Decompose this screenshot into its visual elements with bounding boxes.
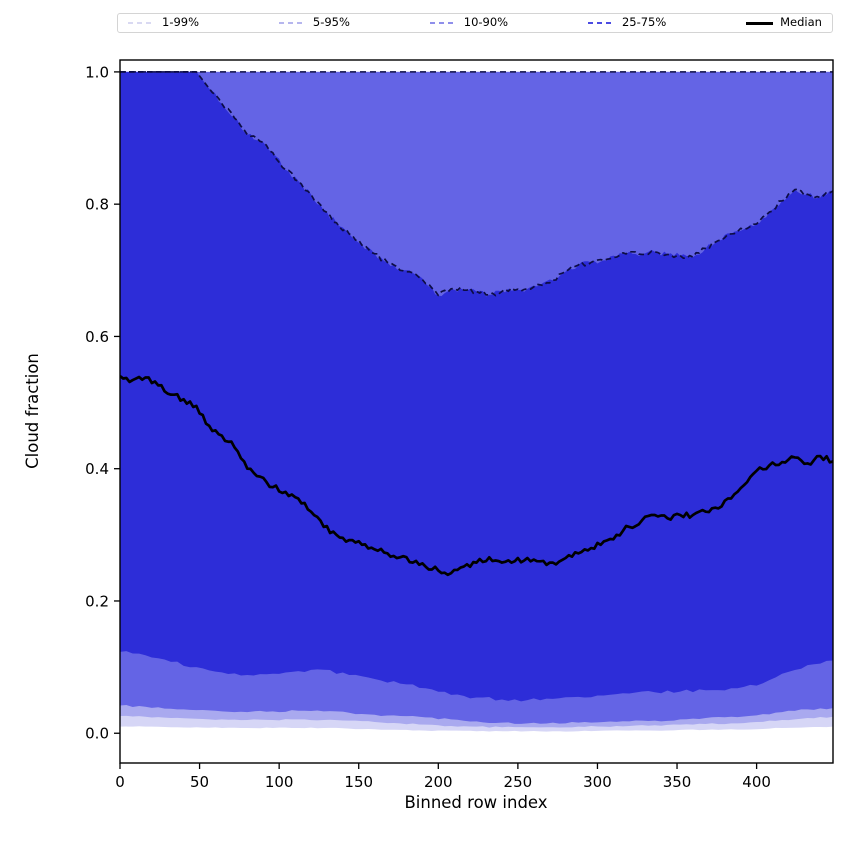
x-tick-label: 300 bbox=[583, 773, 612, 791]
legend-label-median: Median bbox=[780, 15, 822, 30]
x-tick-label: 350 bbox=[663, 773, 692, 791]
legend-label-1-99: 1-99% bbox=[162, 15, 200, 30]
x-axis-ticks: 0 50 100 150 200 250 300 350 400 bbox=[115, 763, 771, 791]
p75-upper-bound-line bbox=[120, 71, 833, 297]
legend-item-1-99: 1-99% bbox=[128, 17, 199, 29]
band-25-75 bbox=[120, 71, 833, 702]
legend-label-10-90: 10-90% bbox=[463, 15, 509, 30]
legend-label-5-95: 5-95% bbox=[312, 15, 350, 30]
axes-spines bbox=[119, 59, 834, 764]
legend-item-median: Median bbox=[746, 17, 822, 29]
percentile-bands bbox=[120, 71, 833, 732]
legend-dash-sample-5-95-icon bbox=[278, 22, 306, 24]
y-tick-label: 0.2 bbox=[85, 592, 109, 610]
legend: 1-99% 5-95% 10-90% 25-75% Median bbox=[117, 13, 833, 33]
y-axis-ticks: 0.0 0.2 0.4 0.6 0.8 1.0 bbox=[85, 63, 120, 743]
x-tick-label: 50 bbox=[190, 773, 209, 791]
x-tick-label: 0 bbox=[115, 773, 125, 791]
y-tick-label: 1.0 bbox=[85, 63, 109, 81]
x-axis-label: Binned row index bbox=[404, 793, 547, 812]
legend-item-5-95: 5-95% bbox=[278, 15, 350, 30]
median-line bbox=[120, 375, 833, 577]
x-tick-label: 200 bbox=[424, 773, 453, 791]
legend-dash-sample-10-90-icon bbox=[429, 22, 457, 24]
y-tick-label: 0.6 bbox=[85, 328, 109, 346]
x-tick-label: 100 bbox=[265, 773, 294, 791]
legend-solid-sample-median-icon bbox=[746, 21, 774, 25]
legend-label-25-75: 25-75% bbox=[621, 15, 667, 30]
legend-dash-sample-1-99-icon bbox=[128, 22, 155, 24]
legend-item-10-90: 10-90% bbox=[429, 15, 509, 30]
y-tick-label: 0.4 bbox=[85, 460, 109, 478]
percentile-lines bbox=[120, 71, 833, 577]
x-tick-label: 150 bbox=[344, 773, 373, 791]
legend-dash-sample-25-75-icon bbox=[587, 21, 615, 25]
y-tick-label: 0.8 bbox=[85, 196, 109, 214]
y-axis-label: Cloud fraction bbox=[23, 353, 42, 469]
y-tick-label: 0.0 bbox=[85, 725, 109, 743]
legend-item-25-75: 25-75% bbox=[587, 15, 667, 30]
x-tick-label: 400 bbox=[742, 773, 771, 791]
x-tick-label: 250 bbox=[504, 773, 533, 791]
